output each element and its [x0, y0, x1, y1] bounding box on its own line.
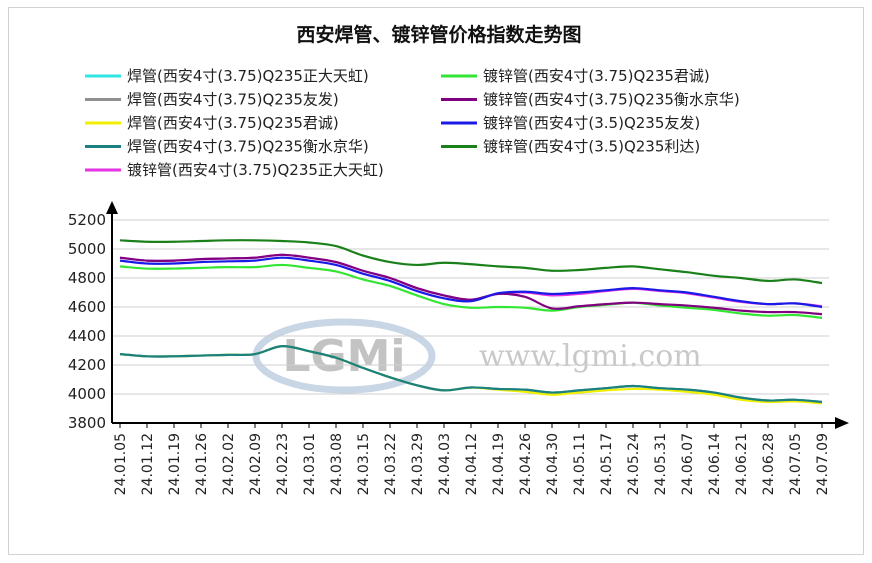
y-tick-label: 4800	[68, 269, 106, 287]
x-axis-arrow	[835, 417, 849, 429]
legend-label: 镀锌管(西安4寸(3.75)Q235君诚)	[483, 67, 710, 85]
x-tick-label: 24.07.05	[788, 433, 804, 495]
series-line-4	[119, 253, 823, 308]
legend-label: 焊管(西安4寸(3.75)Q235友发)	[127, 91, 339, 109]
watermark-logo-ring	[252, 318, 436, 394]
y-tick-label: 4400	[68, 327, 106, 345]
x-tick-label: 24.03.22	[383, 433, 399, 495]
x-tick-label: 24.05.17	[599, 433, 615, 495]
legend-label: 焊管(西安4寸(3.75)Q235君诚)	[127, 114, 339, 132]
x-tick-label: 24.03.08	[329, 433, 345, 495]
x-tick-label: 24.01.12	[140, 433, 156, 495]
y-tick-label: 5000	[68, 240, 106, 258]
x-tick-label: 24.01.26	[194, 433, 210, 495]
x-tick-label: 24.03.29	[410, 433, 426, 495]
x-tick-label: 24.04.30	[545, 433, 561, 495]
x-tick-label: 24.04.26	[518, 433, 534, 495]
watermark-url: www.lgmi.com	[479, 339, 702, 374]
chart-svg: 西安焊管、镀锌管价格指数走势图 LGMi www.lgmi.com 24.01.…	[68, 23, 849, 495]
series-line-7	[119, 256, 823, 309]
x-tick-labels: 24.01.05 24.01.12 24.01.19 24.01.26 24.02.02…	[113, 423, 831, 495]
y-tick-label: 5200	[68, 211, 106, 229]
x-tick-label: 24.05.24	[626, 433, 642, 495]
legend-label: 镀锌管(西安4寸(3.75)Q235衡水京华)	[483, 91, 740, 109]
y-tick-label: 4000	[68, 385, 106, 403]
x-tick-label: 24.05.31	[653, 433, 669, 495]
series-line-3	[119, 345, 823, 404]
y-tick-labels: 3800 4000 4200 4400 4600 4800 5000 5200	[68, 211, 106, 432]
legend-label: 镀锌管(西安4寸(3.5)Q235友发)	[483, 114, 700, 132]
x-tick-label: 24.06.21	[734, 433, 750, 495]
watermark: LGMi www.lgmi.com	[252, 318, 702, 394]
legend: 焊管(西安4寸(3.75)Q235正大天虹) 焊管(西安4寸(3.75)Q235友…	[85, 67, 740, 179]
axes	[106, 201, 849, 429]
legend-label: 镀锌管(西安4寸(3.5)Q235利达)	[483, 138, 700, 156]
y-axis-arrow	[106, 201, 118, 214]
x-tick-label: 24.03.01	[302, 433, 318, 495]
x-tick-label: 24.05.11	[572, 433, 588, 495]
x-tick-label: 24.02.09	[248, 433, 264, 495]
chart-title: 西安焊管、镀锌管价格指数走势图	[296, 23, 581, 46]
x-tick-label: 24.04.19	[491, 433, 507, 495]
y-tick-label: 4200	[68, 356, 106, 374]
x-tick-label: 24.04.12	[464, 433, 480, 495]
y-tick-label: 4600	[68, 298, 106, 316]
legend-label: 焊管(西安4寸(3.75)Q235正大天虹)	[127, 67, 369, 85]
legend-label: 焊管(西安4寸(3.75)Q235衡水京华)	[127, 138, 369, 156]
x-tick-label: 24.06.14	[707, 433, 723, 495]
watermark-logo: LGMi	[282, 331, 405, 382]
x-tick-label: 24.01.19	[167, 433, 183, 495]
series-lines	[119, 239, 823, 405]
x-tick-label: 24.04.03	[437, 433, 453, 495]
legend-label: 镀锌管(西安4寸(3.75)Q235正大天虹)	[127, 161, 384, 179]
series-line-6	[119, 253, 823, 316]
x-tick-label: 24.07.09	[815, 433, 831, 495]
x-tick-label: 24.06.07	[680, 433, 696, 495]
x-tick-label: 24.02.02	[221, 433, 237, 495]
chart-frame: 西安焊管、镀锌管价格指数走势图 LGMi www.lgmi.com 24.01.…	[8, 7, 864, 555]
x-tick-label: 24.02.23	[275, 433, 291, 495]
series-line-5	[119, 263, 823, 319]
x-tick-label: 24.03.15	[356, 433, 372, 495]
series-line-8	[119, 239, 823, 285]
x-tick-label: 24.01.05	[113, 433, 129, 495]
x-tick-label: 24.06.28	[761, 433, 777, 495]
y-tick-label: 3800	[68, 414, 106, 432]
